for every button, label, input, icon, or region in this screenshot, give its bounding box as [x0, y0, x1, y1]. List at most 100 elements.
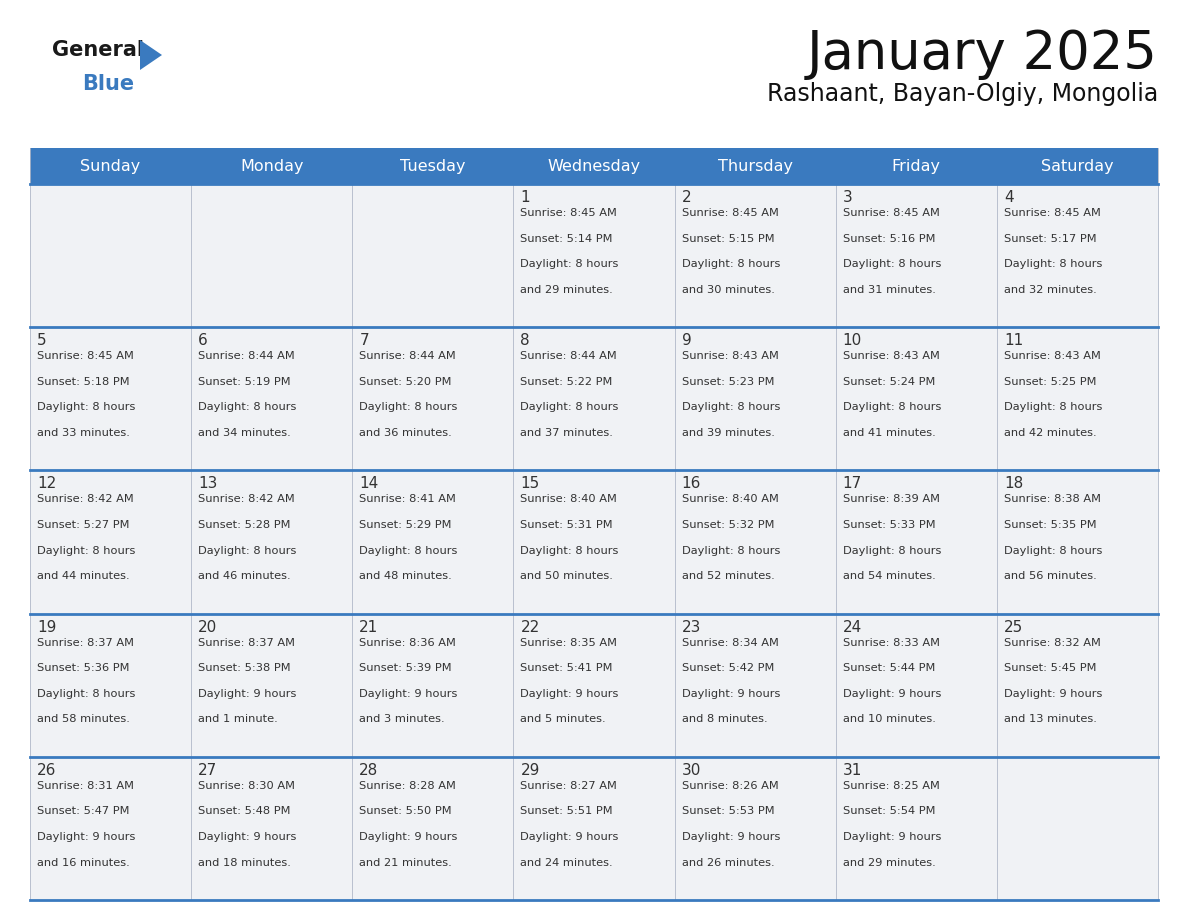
Text: Daylight: 8 hours: Daylight: 8 hours — [520, 259, 619, 269]
Text: Sunset: 5:39 PM: Sunset: 5:39 PM — [359, 663, 451, 673]
Text: Daylight: 9 hours: Daylight: 9 hours — [198, 688, 297, 699]
Bar — [513, 756, 675, 900]
Text: Sunset: 5:19 PM: Sunset: 5:19 PM — [198, 376, 291, 386]
Bar — [675, 327, 835, 470]
Text: Daylight: 8 hours: Daylight: 8 hours — [37, 545, 135, 555]
Text: and 44 minutes.: and 44 minutes. — [37, 571, 129, 581]
Text: Daylight: 8 hours: Daylight: 8 hours — [1004, 402, 1102, 412]
Bar — [191, 756, 353, 900]
Text: and 18 minutes.: and 18 minutes. — [198, 857, 291, 868]
Text: 10: 10 — [842, 333, 862, 348]
Text: Sunrise: 8:37 AM: Sunrise: 8:37 AM — [37, 638, 134, 647]
Text: General: General — [52, 40, 144, 60]
Text: Daylight: 8 hours: Daylight: 8 hours — [1004, 259, 1102, 269]
Text: and 10 minutes.: and 10 minutes. — [842, 714, 936, 724]
Bar — [835, 184, 997, 327]
Text: Daylight: 9 hours: Daylight: 9 hours — [1004, 688, 1102, 699]
Text: 26: 26 — [37, 763, 56, 778]
Polygon shape — [140, 40, 162, 70]
Text: 6: 6 — [198, 333, 208, 348]
Text: Sunday: Sunday — [81, 159, 140, 174]
Text: Sunset: 5:38 PM: Sunset: 5:38 PM — [198, 663, 291, 673]
Text: Sunrise: 8:45 AM: Sunrise: 8:45 AM — [842, 208, 940, 218]
Text: Daylight: 8 hours: Daylight: 8 hours — [682, 545, 781, 555]
Bar — [191, 327, 353, 470]
Bar — [353, 613, 513, 756]
Text: Sunrise: 8:43 AM: Sunrise: 8:43 AM — [1004, 352, 1101, 361]
Text: and 1 minute.: and 1 minute. — [198, 714, 278, 724]
Text: Sunrise: 8:44 AM: Sunrise: 8:44 AM — [520, 352, 618, 361]
Bar — [675, 613, 835, 756]
Text: Rashaant, Bayan-Olgiy, Mongolia: Rashaant, Bayan-Olgiy, Mongolia — [766, 82, 1158, 106]
Text: Daylight: 9 hours: Daylight: 9 hours — [37, 832, 135, 842]
Text: Sunrise: 8:39 AM: Sunrise: 8:39 AM — [842, 495, 940, 504]
Text: Daylight: 8 hours: Daylight: 8 hours — [682, 259, 781, 269]
Bar — [30, 756, 191, 900]
Bar — [835, 756, 997, 900]
Text: 20: 20 — [198, 620, 217, 634]
Text: and 33 minutes.: and 33 minutes. — [37, 428, 129, 438]
Text: and 3 minutes.: and 3 minutes. — [359, 714, 446, 724]
Text: and 8 minutes.: and 8 minutes. — [682, 714, 767, 724]
Text: Sunrise: 8:36 AM: Sunrise: 8:36 AM — [359, 638, 456, 647]
Text: 8: 8 — [520, 333, 530, 348]
Bar — [675, 756, 835, 900]
Text: 23: 23 — [682, 620, 701, 634]
Text: 25: 25 — [1004, 620, 1023, 634]
Text: Daylight: 9 hours: Daylight: 9 hours — [842, 832, 941, 842]
Text: Sunset: 5:18 PM: Sunset: 5:18 PM — [37, 376, 129, 386]
Bar — [675, 184, 835, 327]
Bar — [997, 184, 1158, 327]
Text: and 56 minutes.: and 56 minutes. — [1004, 571, 1097, 581]
Text: and 39 minutes.: and 39 minutes. — [682, 428, 775, 438]
Text: Sunrise: 8:27 AM: Sunrise: 8:27 AM — [520, 781, 618, 790]
Text: Wednesday: Wednesday — [548, 159, 640, 174]
Text: and 21 minutes.: and 21 minutes. — [359, 857, 453, 868]
Text: Daylight: 8 hours: Daylight: 8 hours — [842, 259, 941, 269]
Text: Sunrise: 8:44 AM: Sunrise: 8:44 AM — [198, 352, 295, 361]
Bar — [997, 327, 1158, 470]
Bar — [835, 470, 997, 613]
Text: and 29 minutes.: and 29 minutes. — [842, 857, 935, 868]
Text: Sunrise: 8:32 AM: Sunrise: 8:32 AM — [1004, 638, 1101, 647]
Text: 17: 17 — [842, 476, 862, 491]
Bar — [835, 148, 997, 184]
Text: Sunset: 5:36 PM: Sunset: 5:36 PM — [37, 663, 129, 673]
Text: and 36 minutes.: and 36 minutes. — [359, 428, 453, 438]
Text: 30: 30 — [682, 763, 701, 778]
Text: Sunset: 5:47 PM: Sunset: 5:47 PM — [37, 806, 129, 816]
Text: Daylight: 9 hours: Daylight: 9 hours — [520, 832, 619, 842]
Text: and 30 minutes.: and 30 minutes. — [682, 285, 775, 295]
Text: 1: 1 — [520, 190, 530, 205]
Text: Sunrise: 8:25 AM: Sunrise: 8:25 AM — [842, 781, 940, 790]
Text: Sunset: 5:28 PM: Sunset: 5:28 PM — [198, 520, 291, 530]
Bar — [191, 184, 353, 327]
Bar — [353, 470, 513, 613]
Text: 29: 29 — [520, 763, 539, 778]
Text: 2: 2 — [682, 190, 691, 205]
Text: Sunrise: 8:34 AM: Sunrise: 8:34 AM — [682, 638, 778, 647]
Text: Sunset: 5:53 PM: Sunset: 5:53 PM — [682, 806, 775, 816]
Text: Sunrise: 8:40 AM: Sunrise: 8:40 AM — [520, 495, 618, 504]
Text: Daylight: 8 hours: Daylight: 8 hours — [359, 402, 457, 412]
Text: Daylight: 9 hours: Daylight: 9 hours — [198, 832, 297, 842]
Text: Sunrise: 8:43 AM: Sunrise: 8:43 AM — [682, 352, 778, 361]
Text: Sunset: 5:22 PM: Sunset: 5:22 PM — [520, 376, 613, 386]
Text: Daylight: 8 hours: Daylight: 8 hours — [842, 545, 941, 555]
Bar — [30, 327, 191, 470]
Bar — [30, 184, 191, 327]
Text: 19: 19 — [37, 620, 56, 634]
Bar — [353, 184, 513, 327]
Bar — [513, 327, 675, 470]
Text: 27: 27 — [198, 763, 217, 778]
Text: Sunset: 5:27 PM: Sunset: 5:27 PM — [37, 520, 129, 530]
Text: Sunset: 5:17 PM: Sunset: 5:17 PM — [1004, 233, 1097, 243]
Text: Sunrise: 8:45 AM: Sunrise: 8:45 AM — [520, 208, 618, 218]
Text: 24: 24 — [842, 620, 862, 634]
Bar — [997, 148, 1158, 184]
Text: and 37 minutes.: and 37 minutes. — [520, 428, 613, 438]
Bar — [191, 470, 353, 613]
Text: Daylight: 8 hours: Daylight: 8 hours — [842, 402, 941, 412]
Text: Sunrise: 8:30 AM: Sunrise: 8:30 AM — [198, 781, 295, 790]
Text: Tuesday: Tuesday — [400, 159, 466, 174]
